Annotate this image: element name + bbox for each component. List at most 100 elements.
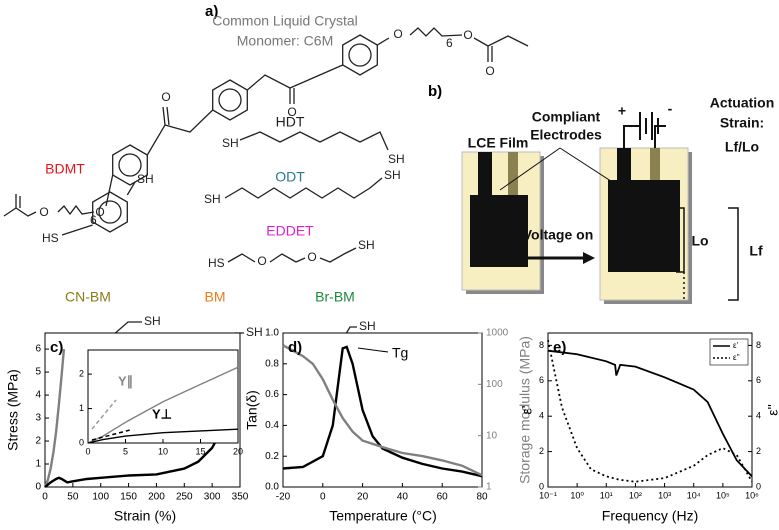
panel-label: b) — [428, 83, 442, 100]
y2-tick-label: 10 — [486, 430, 498, 441]
molecule-name: ODT — [275, 169, 305, 185]
bond — [146, 109, 214, 156]
x-tick-label: 10⁻¹ — [539, 490, 557, 500]
y2-tick-label: 2 — [756, 446, 761, 456]
electrode-tab — [650, 148, 660, 208]
y-tick-label: 4 — [539, 411, 544, 421]
y-tick-label: 1 — [79, 403, 84, 413]
x-tick-label: 300 — [204, 492, 221, 503]
label: Compliant — [532, 109, 601, 125]
y-axis-label: Tan(δ) — [244, 390, 260, 430]
bond — [166, 106, 170, 126]
bond — [409, 27, 463, 37]
atom-label: SH — [204, 192, 221, 206]
x-tick-label: 80 — [476, 492, 488, 503]
molecule-name: BDMT — [45, 161, 85, 177]
panel-label: c) — [50, 339, 63, 356]
bond — [227, 253, 256, 263]
label: LCE Film — [468, 135, 529, 151]
molecule-name: HDT — [276, 114, 305, 130]
y2-tick-label: 4 — [756, 411, 761, 421]
electrode-tab — [478, 152, 492, 202]
x-axis-label: Strain (%) — [114, 508, 176, 524]
legend-box — [709, 338, 749, 366]
benzene-ring — [342, 34, 378, 76]
panel-label: e) — [553, 339, 566, 356]
pointer — [559, 147, 641, 201]
bond — [224, 177, 383, 199]
aromatic-ring — [218, 88, 242, 112]
molecule-name: BM — [205, 289, 226, 305]
y-tick-label: 4 — [35, 390, 41, 401]
y-tick-label: 0 — [79, 437, 84, 447]
atom-label: SH — [246, 325, 263, 339]
x-axis-label: Temperature (°C) — [329, 508, 437, 524]
annotation: Y⊥ — [152, 406, 172, 421]
atom-label: SH — [358, 238, 375, 252]
y-axis-label: Stress (MPa) — [5, 369, 21, 451]
pointer — [499, 147, 561, 191]
bond — [126, 181, 136, 196]
y-tick-label: 1 — [35, 459, 41, 470]
bond — [239, 131, 389, 151]
x-tick-label: 20 — [357, 492, 369, 503]
panel-label: a) — [205, 3, 218, 20]
label: Electrodes — [530, 127, 602, 143]
y-tick-label: 3 — [35, 413, 41, 424]
x-tick-label: 5 — [123, 446, 128, 456]
wire — [654, 125, 666, 148]
panel-label: d) — [288, 339, 302, 356]
bond — [319, 247, 357, 263]
x-tick-label: 20 — [233, 446, 243, 456]
atom-label: O — [393, 27, 402, 41]
legend-label: ε' — [733, 341, 739, 350]
molecule-name: Br-BM — [315, 289, 355, 305]
x-tick-label: 10⁴ — [687, 490, 701, 500]
bond — [61, 224, 93, 236]
atom-label: HS — [208, 256, 225, 270]
atom-label: SH — [144, 314, 161, 328]
atom-label: O — [287, 105, 296, 119]
aromatic-ring — [98, 200, 122, 224]
x-tick-label: 10¹ — [600, 490, 613, 500]
x-tick-label: 10³ — [658, 490, 671, 500]
molecule-drawings — [3, 27, 529, 399]
series-line — [282, 345, 483, 478]
atom-label: SH — [222, 136, 239, 150]
molecule-name: CN-BM — [65, 289, 111, 305]
wire — [623, 125, 640, 148]
x-tick-label: 10⁶ — [745, 490, 759, 500]
aromatic-ring — [118, 153, 142, 177]
y-tick-label: 0.0 — [265, 482, 279, 493]
y-tick-label: 5 — [35, 367, 41, 378]
bond — [246, 64, 343, 91]
y-axis-label: ε' — [519, 406, 535, 415]
y2-tick-label: 1000 — [486, 328, 509, 339]
series-line — [547, 349, 753, 478]
title-line: Monomer: C6M — [237, 33, 333, 49]
y2-tick-label: 6 — [756, 375, 761, 385]
atom-label: O — [161, 90, 170, 104]
label: Voltage on — [523, 227, 594, 243]
atom-label: SH — [388, 152, 405, 166]
electrode — [608, 180, 680, 272]
y-tick-label: 2 — [35, 436, 41, 447]
plot-area — [87, 349, 239, 444]
label: - — [668, 101, 673, 117]
y2-tick-label: 8 — [756, 340, 761, 350]
atom-label: 6 — [90, 213, 97, 227]
bond — [473, 35, 529, 47]
x-tick-label: 100 — [92, 492, 109, 503]
annotation: Tg — [392, 345, 408, 361]
atom-label: 6 — [446, 36, 453, 50]
atom-label: SH — [137, 172, 154, 186]
label: Strain: — [720, 115, 764, 131]
y-tick-label: 0.8 — [265, 358, 279, 369]
x-tick-label: 50 — [67, 492, 79, 503]
atom-label: O — [95, 205, 104, 219]
fit-line — [91, 399, 117, 430]
atom-label: O — [463, 28, 472, 42]
x-tick-label: 10² — [629, 490, 642, 500]
atom-label: SH — [359, 319, 376, 333]
